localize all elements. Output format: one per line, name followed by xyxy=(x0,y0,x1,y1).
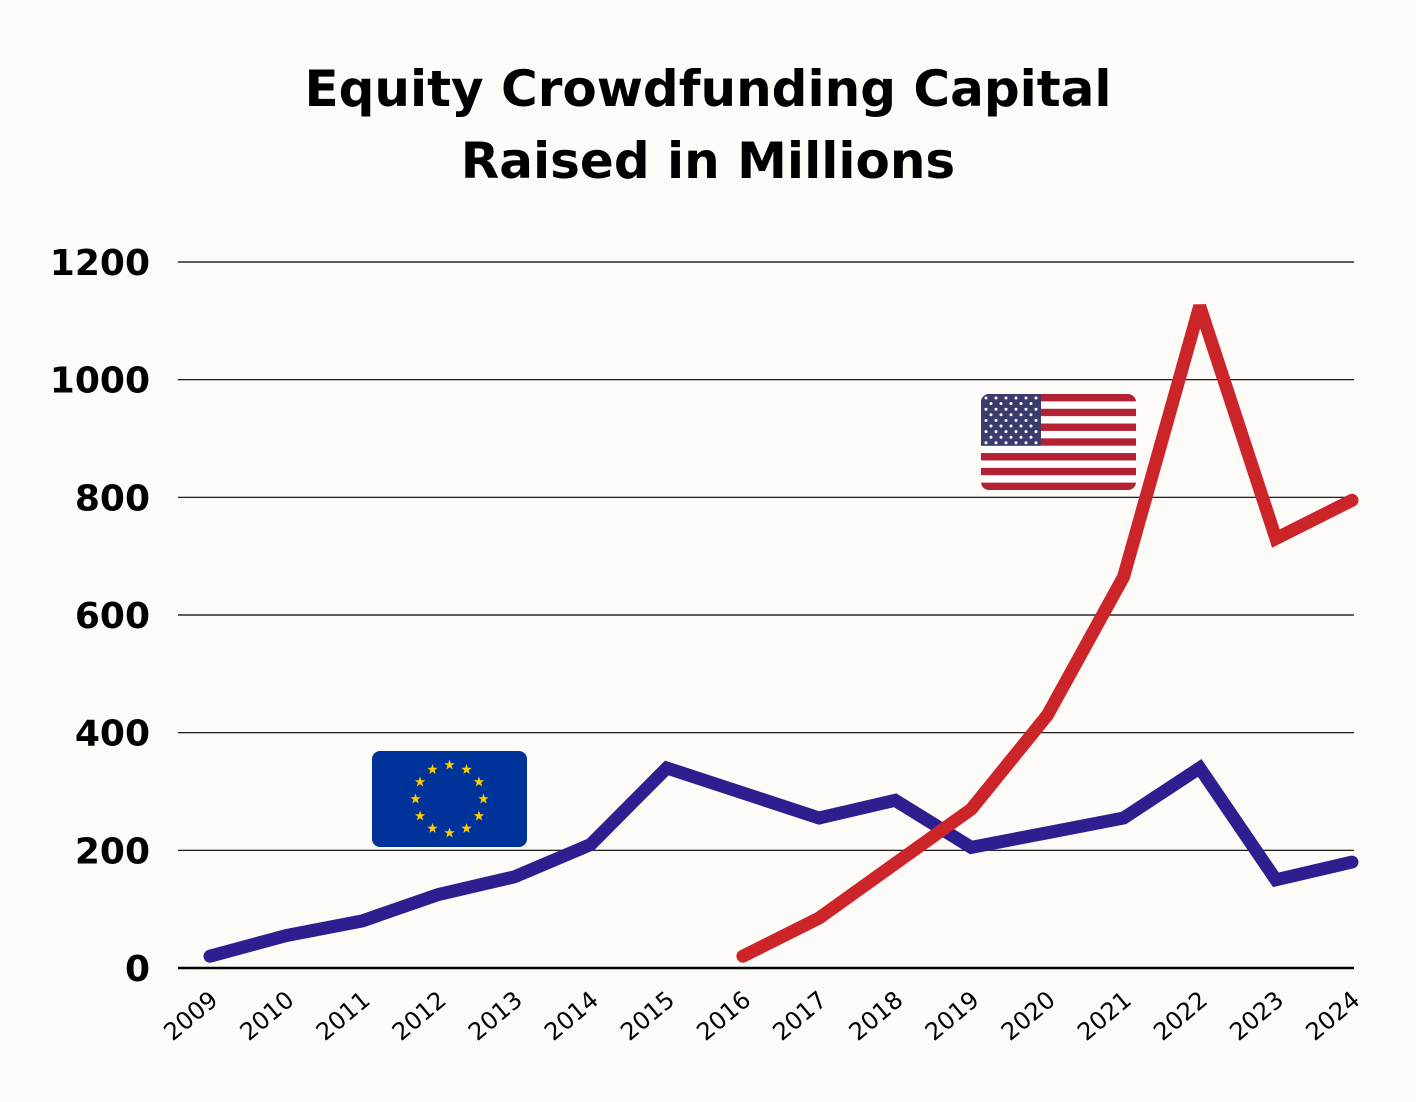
us-flag-star xyxy=(1034,418,1038,422)
us-flag-star xyxy=(1004,441,1008,445)
chart-title-line-2: Raised in Millions xyxy=(461,132,955,190)
us-flag-star xyxy=(1034,441,1038,445)
us-flag-star xyxy=(994,418,998,422)
us-flag-star xyxy=(1024,418,1028,422)
us-flag-stripe xyxy=(981,423,1136,432)
eu-flag-star xyxy=(414,776,426,787)
us-flag-star xyxy=(999,402,1003,406)
us-flag-star xyxy=(1014,407,1018,411)
us-flag-stripe xyxy=(981,408,1136,417)
us-flag-stripe xyxy=(981,394,1136,402)
eu-flag-star xyxy=(461,764,472,774)
us-flag-star xyxy=(1029,435,1033,439)
us-flag-stripe xyxy=(981,416,1136,424)
y-tick-label: 1200 xyxy=(50,243,150,284)
us-flag-star xyxy=(984,441,988,445)
us-flag-star xyxy=(1019,424,1023,428)
eu-flag-star xyxy=(414,810,426,821)
eu-flag-star xyxy=(427,822,438,833)
us-flag-star xyxy=(1004,418,1008,422)
eu-flag-star xyxy=(473,810,485,821)
us-flag-stripe xyxy=(981,445,1136,454)
us-flag-star xyxy=(1019,435,1023,439)
us-flag-star xyxy=(1024,441,1028,445)
us-flag-stripe xyxy=(981,475,1136,483)
us-flag-star xyxy=(989,413,993,417)
us-flag-star xyxy=(999,435,1003,439)
us-flag-icon xyxy=(981,394,1136,490)
us-flag-star xyxy=(994,396,998,400)
eu-flag-star xyxy=(478,793,489,804)
us-flag-star xyxy=(984,430,988,434)
us-flag-star xyxy=(984,407,988,411)
us-flag-star xyxy=(1009,424,1013,428)
eu-flag-star xyxy=(461,822,472,833)
eu-flag-star xyxy=(427,764,438,774)
y-tick-label: 600 xyxy=(75,596,150,637)
y-tick-label: 800 xyxy=(75,478,150,519)
us-flag-star xyxy=(994,407,998,411)
us-flag-stripe xyxy=(981,401,1136,410)
us-flag-star xyxy=(1019,402,1023,406)
us-flag-star xyxy=(994,430,998,434)
eu-flag-icon xyxy=(372,751,527,847)
us-flag-stripe xyxy=(981,453,1136,461)
us-flag-star xyxy=(1029,402,1033,406)
us-flag-stripe xyxy=(981,438,1136,446)
us-flag-stripe xyxy=(981,460,1136,469)
us-flag-star xyxy=(1014,430,1018,434)
us-flag-star xyxy=(989,435,993,439)
us-flag-star xyxy=(1034,396,1038,400)
y-axis-ticks: 0 200 400 600 800 1000 1200 xyxy=(50,243,150,990)
y-tick-label: 200 xyxy=(75,831,150,872)
us-flag-stripe xyxy=(981,467,1136,476)
us-flag-star xyxy=(989,402,993,406)
gridlines xyxy=(178,261,1354,970)
us-flag-star xyxy=(1024,407,1028,411)
y-tick-label: 1000 xyxy=(50,361,150,402)
us-flag-star xyxy=(1004,407,1008,411)
us-flag-star xyxy=(1009,402,1013,406)
eu-flag-star xyxy=(444,759,455,770)
us-flag-star xyxy=(989,424,993,428)
us-flag-star xyxy=(1024,396,1028,400)
eu-flag-star xyxy=(444,827,455,838)
us-flag-star xyxy=(1004,396,1008,400)
eu-flag-star xyxy=(473,776,485,787)
us-flag-star xyxy=(1034,430,1038,434)
series-lines xyxy=(203,304,1359,963)
us-flag-star xyxy=(1024,430,1028,434)
us-flag-star xyxy=(1034,407,1038,411)
us-flag-star xyxy=(1019,413,1023,417)
y-tick-label: 400 xyxy=(75,714,150,755)
us-flag-star xyxy=(1029,413,1033,417)
eu-flag-star xyxy=(410,793,421,804)
us-flag-star xyxy=(999,424,1003,428)
series-line-us xyxy=(736,304,1359,963)
us-flag-stripe xyxy=(981,430,1136,439)
us-flag-star xyxy=(984,418,988,422)
us-flag-star xyxy=(1029,424,1033,428)
us-flag-star xyxy=(994,441,998,445)
us-flag-star xyxy=(1009,435,1013,439)
us-flag-star xyxy=(999,413,1003,417)
us-flag-stripe xyxy=(981,482,1136,490)
eu-flag-field xyxy=(372,751,527,847)
us-flag-star xyxy=(1009,413,1013,417)
y-tick-label: 0 xyxy=(125,949,150,990)
us-flag-star xyxy=(984,396,988,400)
chart-title-line-1: Equity Crowdfunding Capital xyxy=(304,60,1111,118)
us-flag-star xyxy=(1004,430,1008,434)
us-flag-star xyxy=(1014,396,1018,400)
us-flag-star xyxy=(1014,418,1018,422)
us-flag-star xyxy=(1014,441,1018,445)
